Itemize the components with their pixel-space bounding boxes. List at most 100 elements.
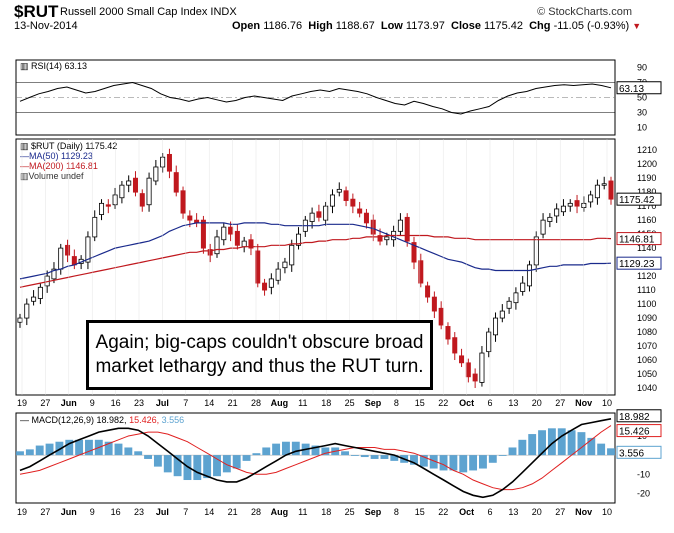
- candle-body: [268, 278, 274, 288]
- rsi-legend: ▥ RSI(14) 63.13: [20, 61, 87, 71]
- candle-body: [282, 261, 288, 269]
- candle-body: [343, 190, 349, 201]
- price-tick-label: 1210: [637, 145, 657, 155]
- macd-histogram-bar: [341, 451, 349, 456]
- candle-body: [547, 216, 553, 222]
- macd-histogram-bar: [479, 455, 487, 469]
- down-triangle-icon: ▼: [632, 21, 642, 31]
- candle-body: [309, 212, 315, 222]
- price-tick-label: 1080: [637, 327, 657, 337]
- macd-histogram-bar: [35, 445, 44, 456]
- candle-body: [65, 244, 71, 256]
- macd-histogram-bar: [528, 434, 537, 456]
- macd-histogram-bar: [213, 455, 221, 477]
- macd-histogram-bar: [488, 455, 497, 463]
- candle-body: [574, 200, 580, 207]
- macd-histogram-bar: [65, 439, 74, 456]
- candle-body: [323, 205, 329, 221]
- candle-body: [554, 208, 560, 217]
- price-x-tick-label: 14: [204, 398, 214, 408]
- low-label: Low: [380, 20, 403, 32]
- macd-tick-label: -20: [637, 488, 650, 498]
- candle-body: [173, 172, 179, 193]
- macd-histogram-bar: [144, 455, 152, 459]
- candle-body: [404, 216, 410, 242]
- ma200-line: [19, 234, 612, 288]
- price-x-tick-label: 22: [438, 398, 448, 408]
- macd-histogram-bar: [370, 455, 379, 459]
- macd-x-tick-label: 8: [394, 507, 399, 517]
- macd-x-tick-label: Jun: [61, 507, 77, 517]
- macd-legend-signal: 15.426,: [129, 415, 162, 425]
- candle-body: [526, 264, 532, 287]
- chart-date: 13-Nov-2014: [14, 20, 78, 32]
- macd-x-tick-label: 16: [111, 507, 121, 517]
- price-x-tick-label: 18: [321, 398, 331, 408]
- macd-histogram-bar: [390, 455, 399, 461]
- macd-histogram-bar: [114, 443, 123, 456]
- macd-x-tick-label: 27: [555, 507, 565, 517]
- price-x-tick-label: 9: [90, 398, 95, 408]
- candle-body: [377, 235, 383, 242]
- hist-last-value: 3.556: [619, 448, 644, 459]
- price-x-tick-label: 20: [532, 398, 542, 408]
- macd-histogram-bar: [607, 448, 615, 456]
- candle-body: [594, 184, 600, 199]
- ticker-symbol: $RUT: [14, 2, 59, 21]
- macd-x-tick-label: Nov: [575, 507, 592, 517]
- candle-body: [567, 202, 573, 207]
- hist-last-value-box: [616, 445, 662, 459]
- high-value: 1188.67: [335, 20, 375, 32]
- rsi-last-value: 63.13: [619, 84, 644, 95]
- macd-x-tick-label: 20: [532, 507, 542, 517]
- ma50-last-value-box: [616, 256, 662, 270]
- candle-body: [465, 362, 471, 378]
- price-x-tick-label: 25: [345, 398, 355, 408]
- candle-body: [166, 153, 172, 172]
- candle-body: [540, 219, 546, 235]
- chg-label: Chg: [529, 20, 551, 32]
- ma200-last-value-box: [616, 232, 662, 246]
- macd-histogram-bar: [577, 432, 586, 456]
- candle-body: [316, 211, 322, 218]
- macd-histogram-bar: [242, 455, 251, 461]
- price-tick-label: 1050: [637, 369, 657, 379]
- candle-body: [92, 216, 98, 238]
- ma50-legend: —MA(50) 1129.23: [20, 151, 93, 161]
- macd-histogram-bar: [252, 453, 261, 456]
- exchange-code: INDX: [210, 6, 237, 18]
- price-tick-label: 1070: [637, 341, 657, 351]
- macd-histogram-bar: [173, 455, 182, 477]
- macd-x-tick-label: 19: [17, 507, 27, 517]
- macd-x-tick-label: 10: [602, 507, 612, 517]
- open-label: Open: [232, 20, 261, 32]
- price-x-tick-label: Aug: [271, 398, 289, 408]
- candle-body: [146, 177, 152, 206]
- macd-legend-main: — MACD(12,26,9) 18.982,: [20, 415, 129, 425]
- candle-body: [112, 194, 118, 206]
- macd-histogram-bar: [262, 447, 271, 456]
- candle-body: [180, 190, 186, 214]
- macd-x-tick-label: 28: [251, 507, 261, 517]
- macd-x-tick-label: 23: [134, 507, 144, 517]
- price-x-tick-label: 19: [17, 398, 27, 408]
- candle-body: [533, 236, 539, 266]
- candle-body: [438, 307, 444, 326]
- price-x-tick-label: 10: [602, 398, 612, 408]
- macd-histogram-bar: [104, 441, 113, 456]
- macd-x-tick-label: 15: [415, 507, 425, 517]
- macd-histogram-bar: [419, 455, 428, 467]
- candle-body: [452, 337, 458, 354]
- macd-histogram-bar: [163, 455, 172, 473]
- candle-body: [228, 226, 234, 235]
- macd-x-tick-label: 25: [345, 507, 355, 517]
- macd-histogram-bar: [203, 455, 212, 479]
- macd-histogram-bar: [587, 437, 596, 456]
- rsi-tick-label: 50: [637, 93, 647, 103]
- close-label: Close: [451, 20, 481, 32]
- macd-x-tick-label: 27: [40, 507, 50, 517]
- candle-body: [370, 219, 376, 235]
- candle-body: [560, 205, 566, 213]
- macd-panel: [15, 412, 616, 504]
- macd-x-tick-label: 14: [204, 507, 214, 517]
